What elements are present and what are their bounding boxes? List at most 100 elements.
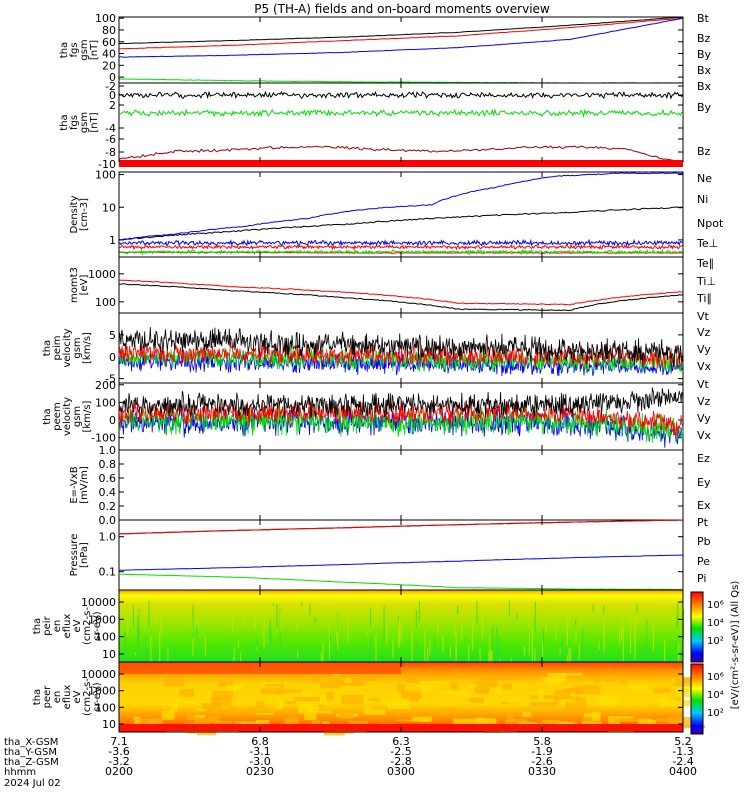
y-tick-label: 100 [95, 701, 116, 714]
y-tick-label: 0 [109, 414, 116, 427]
spectrogram-cell [655, 718, 670, 722]
spectrogram-cell [226, 684, 243, 692]
spectrogram-cell [265, 683, 283, 687]
spectrogram-cell [557, 722, 575, 725]
spectrogram-cell [259, 682, 281, 692]
spectrogram-cell [196, 618, 199, 626]
spectrogram-cell [383, 606, 385, 641]
spectrogram-cell [560, 605, 563, 609]
spectrogram-cell [596, 696, 619, 706]
y-tick-label: 1 [109, 234, 116, 247]
spectrogram-cell [309, 603, 311, 615]
panel-7: E=-VxB [mV/m] 1.00.80.60.40.20.0 Ez Ey Ex [69, 444, 711, 527]
spectrogram-cell [505, 718, 528, 727]
ephemeris-value: -1.9 [531, 745, 552, 758]
colorbar-tick-label: 10⁴ [707, 618, 724, 629]
spectrogram-cell [434, 636, 436, 658]
y-tick-label: 10000 [81, 668, 116, 681]
spectrogram-cell [335, 611, 337, 643]
spectrogram-cell [507, 713, 514, 722]
spectrogram-cell [465, 648, 467, 667]
series-Pi [118, 573, 684, 591]
spectrogram-cell [256, 646, 258, 650]
series-Vy [118, 346, 684, 373]
spectrogram-cell [674, 641, 677, 651]
spectrogram-cell [398, 620, 400, 648]
spectrogram-cell [622, 626, 624, 666]
spectrogram-cell [442, 635, 444, 653]
spectrogram-cell [370, 607, 372, 627]
spectrogram-cell [218, 681, 233, 686]
colorbar [690, 591, 704, 663]
spectrogram-cell [139, 718, 164, 729]
spectrogram-cell [254, 604, 256, 630]
spectrogram-cell [418, 601, 420, 622]
spectrogram-cell [427, 647, 429, 665]
y-tick-label: -2 [105, 80, 116, 93]
spectrogram-cell [271, 648, 273, 674]
ephemeris-value: -1.3 [672, 745, 693, 758]
spectrogram-cell [146, 644, 148, 648]
spectrogram-cell [208, 715, 221, 723]
spectrogram-cell [328, 710, 341, 713]
spectrogram-cell [276, 699, 283, 710]
spectrogram-cell [637, 718, 653, 724]
spectrogram-cell [621, 614, 623, 640]
spectrogram-cell [353, 675, 364, 679]
spectrogram-cell [555, 690, 571, 700]
ephemeris-label: tha_X-GSM [4, 737, 58, 748]
spectrogram-cell [461, 607, 463, 641]
spectrogram-cell [392, 639, 394, 659]
y-tick-label: 0 [109, 71, 116, 84]
ephemeris-value: -2.5 [390, 745, 411, 758]
spectrogram-cell [332, 672, 341, 677]
spectrogram-cell [196, 626, 198, 641]
panel-6: tha peem velocity gsm [km/s]200 100 0 -100 Vt Vz V… [42, 378, 712, 451]
spectrogram-cell [279, 609, 282, 632]
spectrogram-cell [208, 709, 225, 712]
panel-9: tha peir en eflux eV (cm2-s-sr-eV) 10000 1000 10… [32, 589, 685, 698]
spectrogram-cell [338, 676, 365, 686]
y-axis-label: eflux [62, 614, 73, 639]
spectrogram-cell [145, 636, 147, 657]
spectrogram-cell [619, 680, 628, 684]
y-tick-label: -4 [105, 122, 116, 135]
spectrogram-cell [160, 610, 162, 634]
spectrogram-cell [195, 708, 207, 711]
spectrogram-cell [366, 632, 368, 635]
spectrogram-cell [127, 602, 129, 637]
spectrogram-cell [471, 621, 474, 650]
spectrogram-cell [348, 721, 368, 726]
y-axis-label: fgs [69, 115, 80, 130]
spectrogram-cell [476, 601, 478, 624]
spectrogram-cell [474, 686, 496, 693]
series-Ne [118, 283, 684, 312]
date-label: 2024 Jul 02 [4, 778, 61, 789]
spectrogram-cell [317, 689, 331, 692]
plot-title: P5 (TH-A) fields and on-board moments ov… [254, 2, 550, 16]
spectrogram-cell [284, 717, 300, 724]
ephemeris-value: 0300 [387, 765, 415, 778]
spectrogram-cell [296, 623, 298, 630]
spectrogram-cell [542, 677, 560, 685]
legend-entry: Npot [697, 217, 724, 230]
ephemeris-value: -3.2 [108, 755, 129, 768]
spectrogram-cell [124, 632, 126, 668]
spectrogram-cell [659, 696, 669, 707]
spectrogram-cell [150, 635, 152, 676]
legend-entry: Bt [697, 12, 710, 25]
spectrogram-cell [337, 632, 339, 651]
ephemeris-value: -2.4 [672, 755, 693, 768]
legend-entry: Ey [697, 476, 711, 489]
spectrogram-cell [155, 619, 157, 624]
series-Pb [118, 519, 684, 535]
legend-entry: Bz [697, 32, 711, 45]
spectrogram-cell [393, 700, 404, 704]
spectrogram-cell [192, 621, 194, 656]
y-axis-label: [nT] [89, 112, 100, 132]
spectrogram-cell [338, 710, 354, 719]
spectrogram-cell [411, 630, 413, 666]
y-tick-label: 1000 [88, 613, 116, 626]
legend-entry: Bx [697, 64, 712, 77]
spectrogram-cell [618, 716, 634, 719]
